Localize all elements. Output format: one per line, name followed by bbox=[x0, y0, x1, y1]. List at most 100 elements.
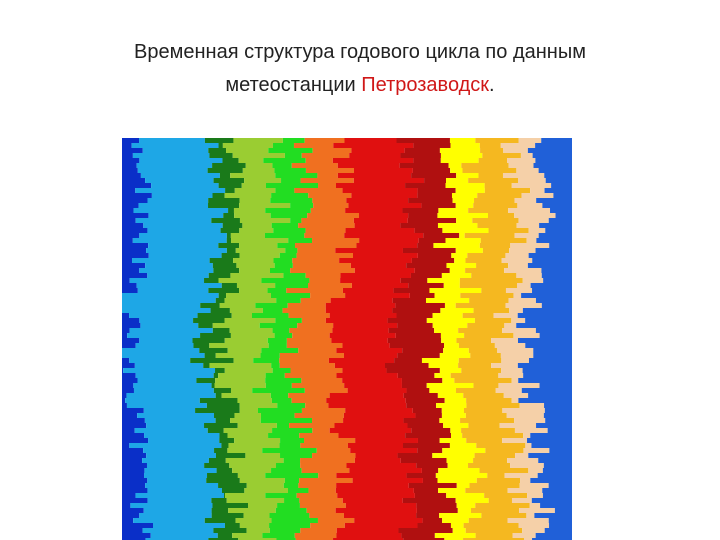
pattern-cell bbox=[259, 323, 298, 328]
pattern-cell bbox=[148, 243, 219, 248]
pattern-cell bbox=[406, 473, 436, 478]
pattern-cell bbox=[526, 238, 537, 243]
pattern-cell bbox=[408, 483, 457, 488]
pattern-cell bbox=[123, 368, 216, 373]
pattern-cell bbox=[459, 278, 523, 283]
pattern-cell bbox=[525, 318, 572, 323]
pattern-cell bbox=[400, 278, 428, 283]
pattern-cell bbox=[269, 528, 301, 533]
pattern-cell bbox=[514, 198, 537, 203]
pattern-cell bbox=[417, 438, 440, 443]
pattern-cell bbox=[211, 508, 229, 513]
pattern-cell bbox=[217, 533, 233, 538]
pattern-cell bbox=[243, 513, 270, 518]
pattern-cell bbox=[532, 258, 572, 263]
pattern-cell bbox=[444, 303, 456, 308]
pattern-cell bbox=[400, 458, 447, 463]
pattern-cell bbox=[477, 193, 522, 198]
title-text: метеостанции bbox=[225, 74, 356, 96]
pattern-cell bbox=[122, 388, 134, 393]
pattern-cell bbox=[495, 388, 522, 393]
pattern-cell bbox=[451, 193, 478, 198]
pattern-cell bbox=[333, 323, 398, 328]
pattern-cell bbox=[122, 218, 136, 223]
pattern-cell bbox=[538, 458, 572, 463]
pattern-cell bbox=[336, 348, 403, 353]
pattern-cell bbox=[344, 523, 418, 528]
pattern-cell bbox=[329, 428, 412, 433]
pattern-cell bbox=[234, 188, 276, 193]
pattern-cell bbox=[417, 188, 456, 193]
pattern-cell bbox=[122, 438, 149, 443]
pattern-cell bbox=[274, 168, 306, 173]
pattern-cell bbox=[277, 503, 300, 508]
pattern-cell bbox=[275, 283, 309, 288]
pattern-cell bbox=[138, 203, 209, 208]
pattern-cell bbox=[238, 538, 277, 540]
pattern-cell bbox=[399, 163, 449, 168]
pattern-cell bbox=[215, 368, 225, 373]
pattern-cell bbox=[411, 258, 455, 263]
pattern-cell bbox=[212, 323, 260, 328]
pattern-cell bbox=[417, 523, 451, 528]
pattern-cell bbox=[309, 278, 341, 283]
pattern-cell bbox=[411, 428, 451, 433]
pattern-cell bbox=[275, 508, 307, 513]
pattern-cell bbox=[493, 313, 518, 318]
pattern-cell bbox=[284, 373, 337, 378]
pattern-cell bbox=[446, 458, 474, 463]
pattern-cell bbox=[246, 528, 270, 533]
pattern-cell bbox=[239, 228, 274, 233]
pattern-cell bbox=[529, 503, 541, 508]
pattern-cell bbox=[456, 338, 492, 343]
pattern-cell bbox=[257, 408, 302, 413]
pattern-cell bbox=[342, 343, 390, 348]
pattern-cell bbox=[458, 363, 492, 368]
pattern-cell bbox=[293, 143, 334, 148]
pattern-cell bbox=[480, 148, 504, 153]
pattern-cell bbox=[122, 418, 145, 423]
pattern-cell bbox=[122, 523, 153, 528]
pattern-cell bbox=[312, 148, 352, 153]
pattern-cell bbox=[308, 488, 336, 493]
pattern-cell bbox=[550, 208, 572, 213]
pattern-cell bbox=[122, 393, 127, 398]
pattern-cell bbox=[122, 263, 146, 268]
pattern-cell bbox=[465, 413, 507, 418]
pattern-cell bbox=[443, 423, 469, 428]
pattern-cell bbox=[337, 163, 400, 168]
pattern-cell bbox=[316, 448, 351, 453]
pattern-cell bbox=[439, 148, 481, 153]
pattern-cell bbox=[351, 283, 409, 288]
pattern-cell bbox=[513, 293, 522, 298]
pattern-cell bbox=[395, 303, 445, 308]
pattern-cell bbox=[519, 483, 549, 488]
pattern-cell bbox=[224, 338, 268, 343]
pattern-cell bbox=[451, 253, 468, 258]
pattern-cell bbox=[441, 408, 464, 413]
pattern-cell bbox=[207, 428, 224, 433]
pattern-cell bbox=[291, 383, 345, 388]
pattern-cell bbox=[294, 533, 337, 538]
pattern-cell bbox=[544, 408, 572, 413]
pattern-cell bbox=[401, 533, 435, 538]
pattern-cell bbox=[122, 238, 133, 243]
pattern-cell bbox=[344, 383, 402, 388]
pattern-cell bbox=[147, 198, 209, 203]
pattern-cell bbox=[239, 478, 285, 483]
pattern-cell bbox=[337, 493, 415, 498]
pattern-cell bbox=[533, 353, 572, 358]
pattern-cell bbox=[353, 168, 413, 173]
pattern-cell bbox=[295, 243, 357, 248]
pattern-cell bbox=[517, 338, 572, 343]
pattern-cell bbox=[335, 248, 403, 253]
pattern-cell bbox=[139, 318, 194, 323]
pattern-cell bbox=[122, 518, 134, 523]
pattern-cell bbox=[206, 403, 240, 408]
pattern-cell bbox=[122, 413, 138, 418]
pattern-cell bbox=[204, 353, 216, 358]
pattern-cell bbox=[291, 163, 338, 168]
pattern-cell bbox=[501, 368, 523, 373]
pattern-cell bbox=[455, 303, 506, 308]
pattern-cell bbox=[343, 413, 416, 418]
